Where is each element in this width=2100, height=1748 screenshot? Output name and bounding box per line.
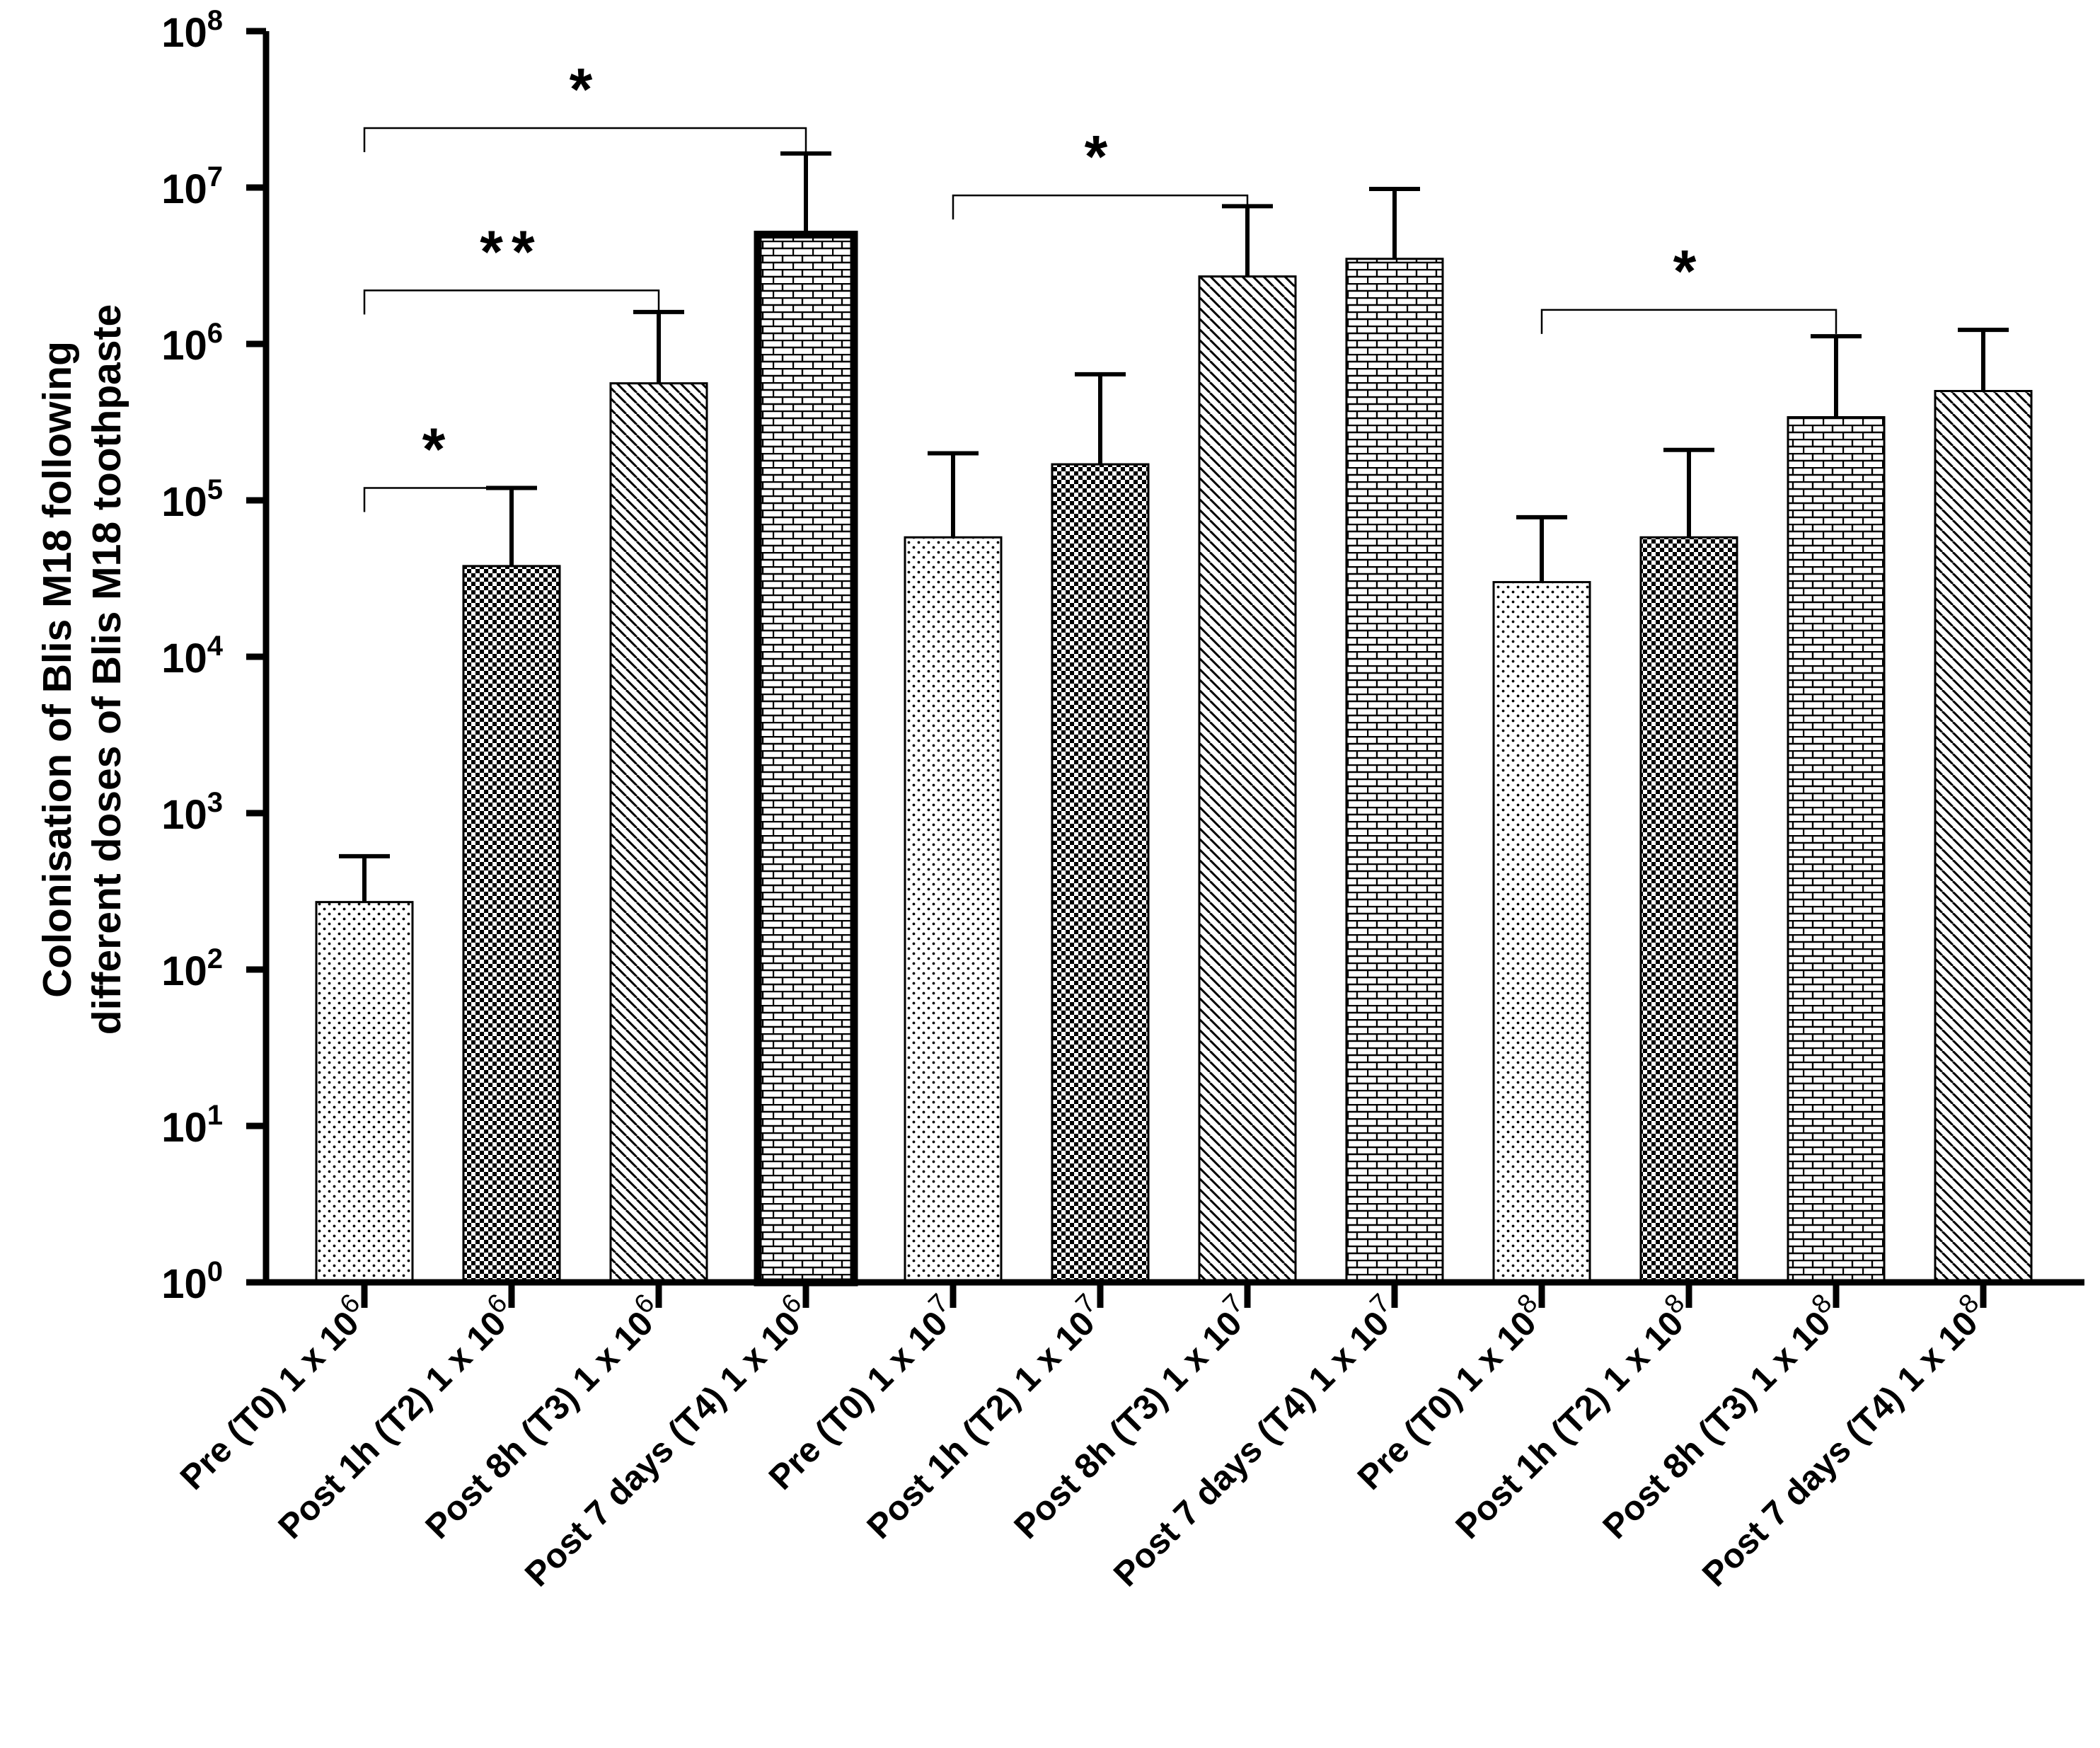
bar <box>1934 390 2033 1284</box>
bar <box>904 536 1003 1284</box>
y-axis-title-line-1: Colonisation of Blis M18 following <box>35 341 80 998</box>
significance-label: * <box>1085 123 1117 190</box>
bar <box>1639 536 1738 1284</box>
bar <box>462 565 561 1284</box>
y-axis-title-line-2: different doses of Blis M18 toothpaste <box>84 304 129 1035</box>
y-axis-ticks: 100 101 102 103 104 105 106 107 108 <box>161 5 266 1307</box>
bar <box>1787 416 1886 1284</box>
y-axis-title: Colonisation of Blis M18 following diffe… <box>35 304 129 1035</box>
y-tick-label: 106 <box>161 318 223 369</box>
bar <box>315 901 414 1284</box>
y-tick-label: 103 <box>161 787 223 838</box>
bar <box>609 382 708 1284</box>
significance-label: * <box>1673 238 1705 304</box>
bars <box>315 231 2033 1287</box>
x-tick-label: Post 7 days (T4) 1 x 108 <box>1690 1289 1996 1594</box>
x-tick-label: Post 8h (T3) 1 x 108 <box>1591 1289 1848 1546</box>
x-tick-label: Post 8h (T3) 1 x 106 <box>413 1289 671 1546</box>
significance-bracket <box>363 487 513 512</box>
significance-label: * <box>422 416 454 483</box>
x-tick-label: Post 7 days (T4) 1 x 107 <box>1102 1289 1407 1594</box>
bar <box>754 231 858 1287</box>
bar <box>1345 258 1444 1284</box>
bar <box>1198 275 1297 1284</box>
y-tick-label: 100 <box>161 1256 223 1307</box>
y-tick-label: 105 <box>161 474 223 525</box>
x-tick-label: Post 1h (T2) 1 x 107 <box>855 1289 1112 1546</box>
significance-bracket <box>1540 309 1837 334</box>
y-tick-label: 104 <box>161 631 224 682</box>
axes <box>262 31 2084 1286</box>
x-tick-label: Post 8h (T3) 1 x 107 <box>1002 1289 1259 1546</box>
y-tick-label: 108 <box>161 5 223 56</box>
error-bars <box>339 151 2009 902</box>
bar <box>1492 581 1591 1284</box>
y-tick-label: 107 <box>161 161 223 212</box>
significance-bracket <box>363 127 807 152</box>
x-tick-label: Post 1h (T2) 1 x 108 <box>1443 1289 1701 1546</box>
significance-bracket <box>363 289 660 315</box>
y-tick-label: 102 <box>161 943 223 994</box>
significance-bracket <box>952 194 1249 220</box>
significance-brackets: ****** <box>363 56 1837 512</box>
y-tick-label: 101 <box>161 1100 223 1151</box>
x-tick-label: Post 7 days (T4) 1 x 106 <box>513 1289 819 1594</box>
x-tick-label: Post 1h (T2) 1 x 106 <box>266 1289 524 1546</box>
significance-label: * <box>570 56 601 122</box>
x-axis-ticks <box>361 1282 1987 1308</box>
significance-label: ** <box>480 218 543 284</box>
bar <box>1051 463 1150 1284</box>
